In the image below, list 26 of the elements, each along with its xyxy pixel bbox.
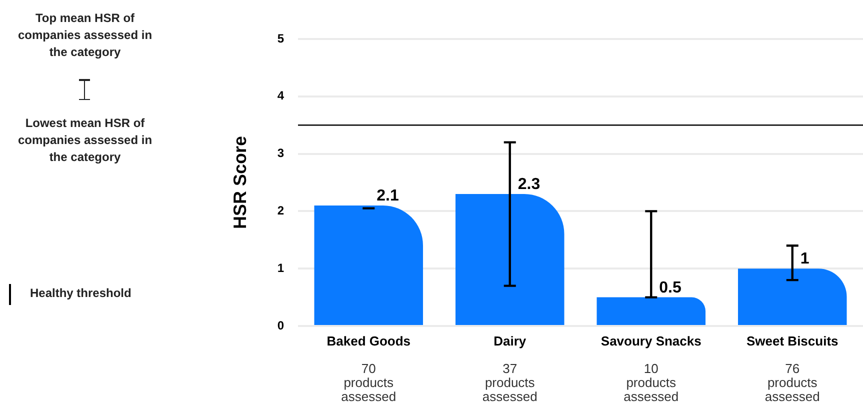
- y-tick-label: 0: [277, 318, 284, 332]
- y-tick-label: 5: [277, 31, 284, 46]
- y-tick-label: 2: [277, 204, 284, 218]
- bar: [596, 297, 706, 325]
- legend-label: Healthy threshold: [30, 286, 132, 300]
- x-tick-label: Baked Goods: [326, 333, 411, 348]
- data-label: 0.5: [659, 279, 682, 296]
- bar: [738, 268, 847, 325]
- data-label: 1: [800, 250, 810, 268]
- bar: [455, 194, 564, 325]
- data-label: 2.1: [376, 187, 399, 204]
- y-tick-label: 4: [277, 88, 284, 103]
- text: Top mean HSR of companies assessed in the category: [16, 10, 154, 61]
- y-axis-title: HSR Score: [230, 136, 250, 230]
- text: 10 products assessed: [624, 361, 679, 404]
- y-tick-label: 1: [277, 260, 284, 275]
- text: 70 products assessed: [341, 361, 396, 404]
- bar: [314, 205, 424, 325]
- x-tick-label: Sweet Biscuits: [746, 333, 838, 348]
- text: Lowest mean HSR of companies assessed in the category: [16, 115, 154, 166]
- y-tick-label: 3: [277, 146, 284, 160]
- text: 37 products assessed: [482, 361, 538, 404]
- x-tick-label: Dairy: [494, 333, 527, 348]
- data-label: 2.3: [518, 176, 540, 193]
- text: 76 products assessed: [764, 361, 820, 404]
- x-tick-label: Savoury Snacks: [600, 333, 702, 348]
